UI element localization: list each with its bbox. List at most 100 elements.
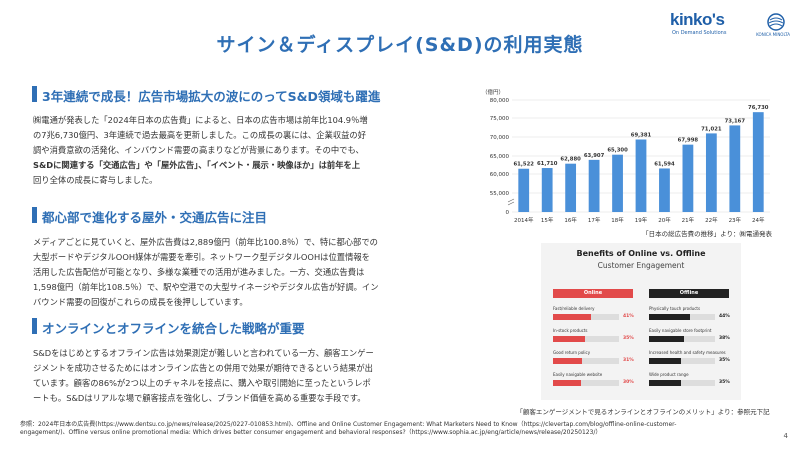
chart-axis-break-icon [507, 198, 515, 206]
offline-item-label: Physically touch products [649, 306, 701, 311]
section-1-line: ㈱電通が発表した「2024年日本の広告費」によると、日本の広告市場は前年比104… [33, 115, 368, 125]
section-1-bar [32, 86, 37, 102]
online-item-label: Good return policy [553, 350, 591, 355]
chart-bar [588, 159, 600, 212]
online-column-header: Online [553, 289, 633, 298]
online-item-percent: 41% [623, 314, 634, 319]
online-item-label: Fast/reliable delivery [553, 306, 595, 311]
chart-value-label: 61,594 [654, 161, 675, 167]
chart-value-label: 71,021 [701, 126, 722, 132]
chart-ytick-label: 60,000 [490, 172, 510, 178]
section-2-line: 活用した広告配信が可能となり、多様な業種での活用が進みました。一方、交通広告費は [33, 267, 365, 277]
offline-item-percent: 35% [719, 380, 730, 385]
offline-bar-track [649, 380, 715, 386]
section-3-body: S&Dをはじめとするオフライン広告は効果測定が難しいと言われている一方、顧客エン… [33, 346, 469, 406]
chart-value-label: 62,880 [560, 157, 581, 163]
chart-xtick-label: 20年 [658, 216, 671, 224]
infographic-title: Benefits of Online vs. Offline [576, 249, 706, 258]
chart-bar [518, 168, 530, 212]
chart-bar [612, 154, 623, 212]
section-2-line: メディアごとに見ていくと、屋外広告費は2,889億円（前年比100.8％）で、特… [33, 237, 378, 247]
offline-bar-fill [649, 358, 682, 364]
chart-ytick-label: 0 [506, 210, 510, 216]
section-2-bar [32, 207, 37, 223]
online-bar-track [553, 336, 619, 342]
chart-value-label: 61,710 [537, 161, 558, 167]
section-3-heading: オンラインとオフラインを統合した戦略が重要 [42, 321, 305, 336]
section-2-line: バウンド需要の回復がこれらの成長を後押ししています。 [33, 297, 248, 307]
logo-tagline: On Demand Solutions [672, 30, 727, 36]
section-1-line: の7兆6,730億円、3年連続で過去最高を更新しました。この成長の裏には、企業収… [33, 130, 367, 140]
chart-xtick-label: 2014年 [514, 216, 534, 224]
chart-bar [659, 168, 670, 212]
chart-ytick-label: 55,000 [490, 191, 510, 197]
offline-item-percent: 38% [719, 336, 730, 341]
section-2-line: 1,598億円（前年比108.5％）で、駅や空港での大型サイネージやデジタル広告… [33, 282, 379, 292]
section-1-line: 回り全体の成長に寄与しました。 [33, 175, 158, 185]
section-2-heading: 都心部で進化する屋外・交通広告に注目 [42, 210, 268, 225]
offline-item-percent: 35% [719, 358, 730, 363]
offline-column-header: Offline [649, 289, 729, 298]
section-1-line: S&Dに関連する「交通広告」や「屋外広告」、「イベント・展示・映像ほか」は前年を… [33, 160, 361, 170]
chart-xtick-label: 23年 [729, 216, 742, 224]
chart-xtick-label: 16年 [564, 216, 577, 224]
chart-value-label: 73,167 [725, 118, 746, 124]
online-item-label: In-stock products [553, 328, 588, 333]
chart-bar [565, 163, 577, 212]
chart-bar [541, 168, 553, 212]
konica-minolta-mark-icon [767, 13, 785, 31]
offline-item-percent: 44% [719, 314, 730, 319]
online-item-percent: 31% [623, 358, 634, 363]
logo-brand: kinko's [670, 10, 725, 29]
chart-xtick-label: 18年 [611, 216, 624, 224]
chart-value-label: 76,730 [748, 105, 769, 111]
logo-sub: KONICA MINOLTA [756, 32, 790, 37]
ad-spend-bar-chart: （億円） 80,000 75,000 70,000 65,000 60,000 55,000… [482, 88, 770, 224]
chart-caption: 「日本の総広告費の推移」より：㈱電通発表 [642, 230, 772, 238]
online-bar-fill [553, 314, 591, 320]
chart-value-label: 69,381 [631, 133, 652, 139]
section-1-line: 調や消費意欲の活発化、インバウンド需要の高まりなどが背景にあります。その中でも、 [33, 145, 364, 155]
chart-unit-label: （億円） [482, 88, 504, 96]
chart-bar [705, 133, 717, 212]
chart-xtick-label: 17年 [588, 216, 601, 224]
chart-ytick-label: 70,000 [490, 135, 510, 141]
online-item-percent: 30% [623, 380, 634, 385]
section-2-body: メディアごとに見ていくと、屋外広告費は2,889億円（前年比100.8％）で、特… [33, 235, 469, 310]
chart-xtick-label: 15年 [541, 216, 554, 224]
section-3-line: ています。顧客の86%が2つ以上のチャネルを接点に、購入や取引開始に至ったという… [33, 378, 371, 388]
online-bar-track [553, 380, 619, 386]
offline-bar-fill [649, 336, 685, 342]
infographic-caption: 「顧客エンゲージメントで見るオンラインとオフラインのメリット」より：参照元下記 [516, 408, 770, 416]
chart-ytick-label: 65,000 [490, 154, 510, 160]
offline-item-label: Increased health and safety measures [649, 350, 726, 355]
chart-value-label: 63,907 [584, 153, 605, 159]
offline-bar-track [649, 336, 715, 342]
references: 参照：2024年日本の広告費(https://www.dentsu.co.jp/… [20, 421, 780, 437]
chart-xtick-label: 21年 [682, 216, 695, 224]
chart-value-label: 67,998 [678, 138, 699, 144]
online-bar-fill [553, 358, 582, 364]
chart-xtick-label: 22年 [705, 216, 718, 224]
chart-value-label: 65,300 [607, 148, 628, 154]
chart-xtick-label: 19年 [635, 216, 648, 224]
section-3-line: S&Dをはじめとするオフライン広告は効果測定が難しいと言われている一方、顧客エン… [33, 348, 374, 358]
chart-xtick-label: 24年 [752, 216, 765, 224]
online-offline-infographic: Benefits of Online vs. Offline Customer … [541, 243, 741, 400]
chart-bar [635, 139, 647, 212]
reference-line: 参照：2024年日本の広告費(https://www.dentsu.co.jp/… [20, 421, 677, 428]
online-bar-track [553, 358, 619, 364]
page-title: サイン＆ディスプレイ(S&D)の利用実態 [216, 34, 584, 56]
offline-item-label: Wide product range [649, 372, 689, 377]
online-item-label: Easily navigable website [553, 372, 603, 377]
page-number: 4 [783, 432, 788, 440]
infographic-subtitle: Customer Engagement [597, 261, 685, 270]
section-1-heading: 3年連続で成長！広告市場拡大の波にのってS&D領域も躍進 [42, 89, 381, 104]
offline-item-label: Easily navigable store footprint [649, 328, 712, 333]
chart-ytick-label: 80,000 [490, 98, 510, 104]
reference-line: engagement/)、Offline versus online promo… [20, 429, 602, 436]
chart-bar [729, 125, 741, 212]
chart-bar [752, 112, 764, 212]
chart-ytick-label: 75,000 [490, 116, 510, 122]
chart-bar [682, 144, 694, 212]
